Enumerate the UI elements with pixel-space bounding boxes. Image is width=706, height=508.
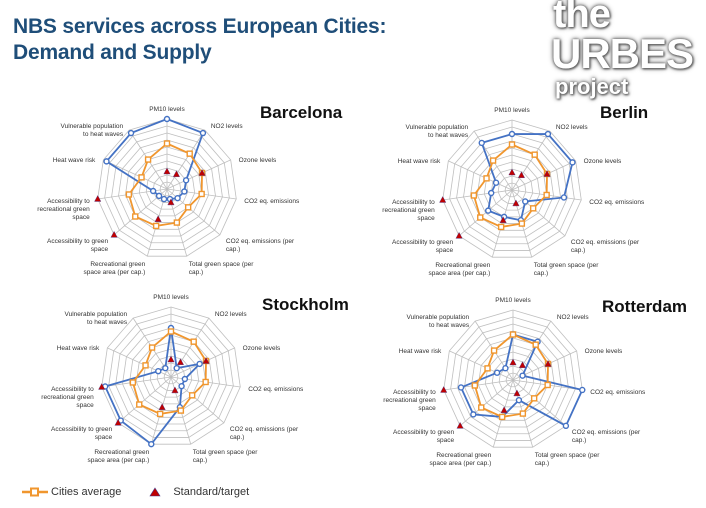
urbes-logo: the URBES project bbox=[545, 0, 705, 100]
axis-label: Vulnerable population to heat waves bbox=[405, 124, 468, 139]
axis-label: CO2 eq. emissions (per cap.) bbox=[226, 238, 295, 253]
axis-label: Vulnerable population to heat waves bbox=[60, 123, 123, 138]
logo-project: project bbox=[555, 74, 629, 99]
chart-title-stockholm: Stockholm bbox=[262, 295, 349, 314]
title-line-2: Demand and Supply bbox=[13, 41, 212, 64]
radar-rotterdam: PM10 levels NO2 levels Ozone levels CO2 eq.… bbox=[383, 297, 646, 467]
axis-label: Vulnerable population to heat waves bbox=[406, 314, 469, 329]
series-line-0 bbox=[480, 133, 574, 222]
radar-berlin: PM10 levels NO2 levels Ozone levels CO2 eq.… bbox=[382, 107, 645, 277]
chart-title-barcelona: Barcelona bbox=[260, 103, 343, 122]
axis-label: Accessibility to green space bbox=[392, 239, 453, 254]
axis-label: Total green space (per cap.) bbox=[193, 449, 259, 464]
axis-label: Recreational green space area (per cap.) bbox=[87, 449, 149, 464]
orange-line-square-icon bbox=[22, 487, 48, 497]
logo-urbes: URBES bbox=[551, 30, 694, 77]
logo-the: the bbox=[553, 0, 611, 36]
axis-label: PM10 levels bbox=[494, 107, 530, 114]
axis-label: CO2 eq. emissions (per cap.) bbox=[230, 426, 299, 441]
axis-label: Heat wave risk bbox=[399, 348, 442, 355]
axis-label: Ozone levels bbox=[584, 158, 622, 165]
axis-label: Accessibility to recreational green space bbox=[41, 386, 94, 409]
axis-label: CO2 eq. emissions bbox=[244, 198, 300, 205]
axis-label: Heat wave risk bbox=[57, 345, 100, 352]
axis-label: Recreational green space area (per cap.) bbox=[429, 452, 491, 467]
axis-label: NO2 levels bbox=[215, 311, 248, 318]
chart-title-rotterdam: Rotterdam bbox=[602, 297, 688, 316]
legend: Cities average Standard/target bbox=[22, 486, 277, 498]
axis-label: NO2 levels bbox=[556, 124, 589, 131]
axis-label: Accessibility to recreational green space bbox=[37, 198, 90, 221]
axis-label: Recreational green space area (per cap.) bbox=[83, 261, 145, 276]
axis-label: Accessibility to recreational green space bbox=[383, 389, 436, 412]
axis-label: CO2 eq. emissions bbox=[248, 386, 304, 393]
axis-label: NO2 levels bbox=[211, 123, 244, 130]
radar-barcelona: PM10 levels NO2 levels Ozone levels CO2 eq.… bbox=[37, 106, 300, 276]
axis-label: CO2 eq. emissions (per cap.) bbox=[571, 239, 640, 254]
axis-label: Ozone levels bbox=[239, 157, 277, 164]
axis-label: Heat wave risk bbox=[53, 157, 96, 164]
axis-label: Total green space (per cap.) bbox=[189, 261, 255, 276]
legend-item-target: Standard/target bbox=[149, 486, 249, 498]
axis-label: Vulnerable population to heat waves bbox=[64, 311, 127, 326]
axis-label: Total green space (per cap.) bbox=[534, 262, 600, 277]
axis-label: Total green space (per cap.) bbox=[535, 452, 601, 467]
axis-label: NO2 levels bbox=[557, 314, 590, 321]
axis-label: CO2 eq. emissions bbox=[589, 199, 645, 206]
axis-label: CO2 eq. emissions bbox=[590, 389, 646, 396]
page-title: NBS services across European Cities: Dem… bbox=[13, 14, 387, 66]
title-line-1: NBS services across European Cities: bbox=[13, 15, 387, 38]
axis-label: Accessibility to green space bbox=[51, 426, 112, 441]
axis-label: PM10 levels bbox=[153, 294, 189, 301]
axis-label: PM10 levels bbox=[495, 297, 531, 304]
axis-label: Accessibility to recreational green space bbox=[382, 199, 435, 222]
legend-item-average: Cities average bbox=[22, 486, 121, 498]
radar-stockholm: PM10 levels NO2 levels Ozone levels CO2 eq.… bbox=[41, 294, 304, 464]
axis-label: Accessibility to green space bbox=[393, 429, 454, 444]
legend-target-label: Standard/target bbox=[173, 486, 250, 498]
axis-label: Ozone levels bbox=[585, 348, 623, 355]
axis-label: Recreational green space area (per cap.) bbox=[428, 262, 490, 277]
axis-label: Ozone levels bbox=[243, 345, 281, 352]
axis-label: Accessibility to green space bbox=[47, 238, 108, 253]
axis-label: Heat wave risk bbox=[398, 158, 441, 165]
axis-label: PM10 levels bbox=[149, 106, 185, 113]
axis-label: CO2 eq. emissions (per cap.) bbox=[572, 429, 641, 444]
red-triangle-icon bbox=[149, 487, 161, 497]
legend-average-label: Cities average bbox=[51, 486, 122, 498]
chart-title-berlin: Berlin bbox=[600, 103, 649, 122]
